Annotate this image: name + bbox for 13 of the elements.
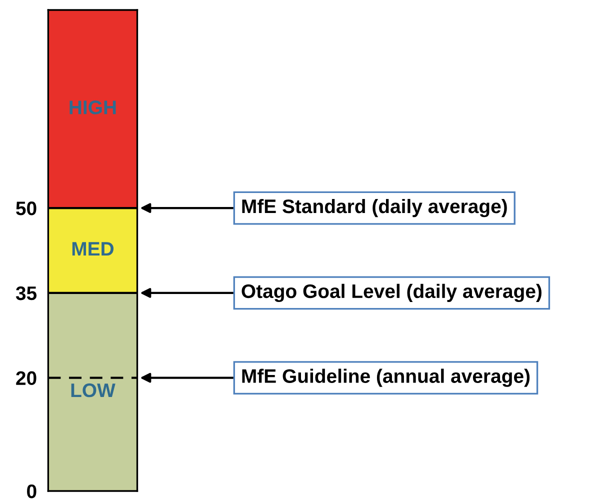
bar	[48, 10, 138, 208]
ref-line-label: MfE Guideline (annual average)	[242, 368, 530, 387]
series-label: LOW	[71, 383, 116, 398]
y-tick-label: 0	[27, 484, 36, 498]
series-label: MED	[72, 242, 114, 256]
ref-line-label: Otago Goal Level (daily average)	[242, 284, 542, 302]
y-tick-label: 35	[16, 286, 37, 300]
series-label: HIGH	[70, 100, 116, 114]
bar	[48, 292, 138, 491]
y-tick-label: 50	[16, 202, 36, 216]
y-tick-label: 20	[16, 371, 36, 386]
ref-line-label: MfE Standard (daily average)	[242, 198, 507, 218]
bar	[48, 208, 138, 293]
